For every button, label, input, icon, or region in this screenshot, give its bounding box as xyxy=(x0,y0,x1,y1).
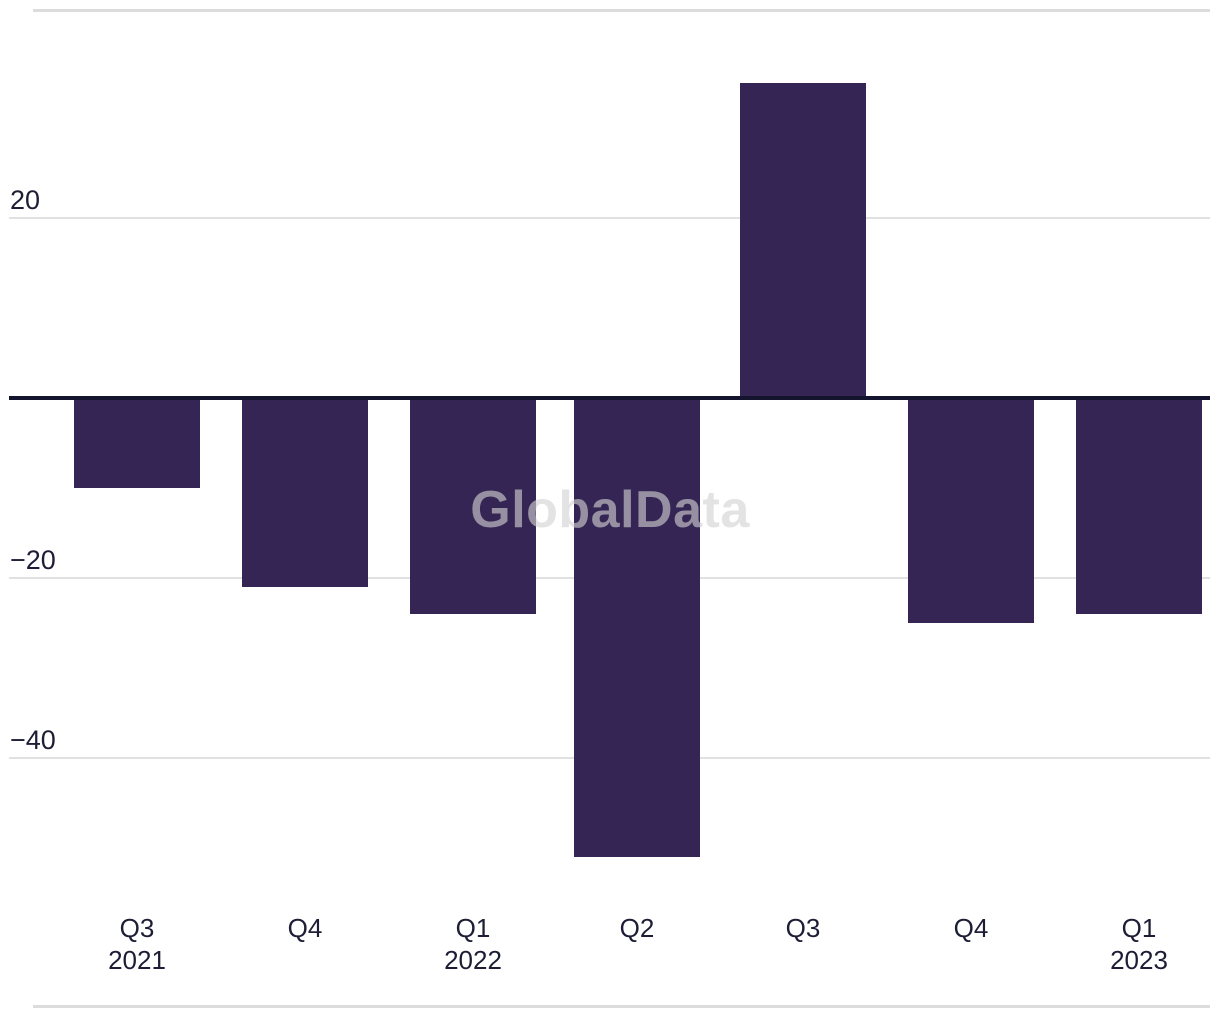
y-axis-tick-label: 20 xyxy=(10,185,41,215)
bar-q4-1 xyxy=(242,398,368,587)
x-axis-label-q3-4: Q3 xyxy=(723,912,883,944)
x-axis-label-q4-5: Q4 xyxy=(891,912,1051,944)
zero-axis-line xyxy=(9,396,1210,400)
x-axis-year-label: 2023 xyxy=(1110,945,1168,975)
chart-bottom-border xyxy=(33,1005,1210,1008)
x-axis-quarter-label: Q3 xyxy=(119,913,155,943)
x-axis-quarter-label: Q1 xyxy=(455,913,491,943)
x-axis-label-q1-2022: Q1 2022 xyxy=(393,912,553,976)
x-axis-quarter-label: Q2 xyxy=(619,913,655,943)
bar-q4-5 xyxy=(908,398,1034,623)
chart-top-border xyxy=(33,9,1210,12)
y-axis-tick-label: −40 xyxy=(10,725,56,755)
x-axis-label-q1-2023: Q1 2023 xyxy=(1059,912,1219,976)
bar-q3-4 xyxy=(740,83,866,398)
gridline-20 xyxy=(9,217,1210,219)
x-axis-label-q4-1: Q4 xyxy=(225,912,385,944)
bar-q1-2023 xyxy=(1076,398,1202,614)
bar-q3-2021 xyxy=(74,398,200,488)
x-axis-quarter-label: Q4 xyxy=(953,913,989,943)
x-axis-year-label: 2022 xyxy=(444,945,502,975)
y-axis-tick-label: −20 xyxy=(10,545,56,575)
x-axis-quarter-label: Q1 xyxy=(1121,913,1157,943)
x-axis-label-q2-3: Q2 xyxy=(557,912,717,944)
bar-q2-3 xyxy=(574,398,700,857)
x-axis-label-q3-2021: Q3 2021 xyxy=(57,912,217,976)
bar-q1-2022 xyxy=(410,398,536,614)
x-axis-quarter-label: Q3 xyxy=(785,913,821,943)
x-axis-year-label: 2021 xyxy=(108,945,166,975)
x-axis-quarter-label: Q4 xyxy=(287,913,323,943)
